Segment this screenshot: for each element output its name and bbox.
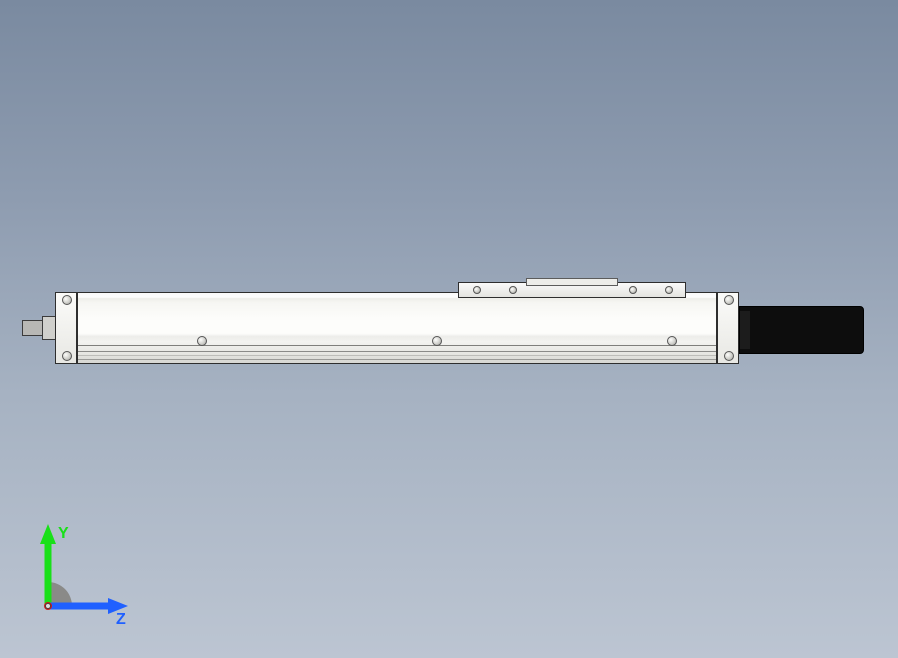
triad-origin-wedge [48,582,72,606]
end-cap-left [55,292,77,364]
air-fitting-stub [22,320,44,336]
carriage-bolt [509,286,517,294]
air-fitting-flange [42,316,56,340]
rail-bolt [432,336,442,346]
triad-label-z: Z [116,611,126,628]
end-cap-right [717,292,739,364]
carriage-mid-block [526,278,618,286]
motor-block [739,306,864,354]
orientation-triad[interactable]: Y Z [24,520,134,630]
rail-body [77,292,717,364]
carriage-bolt [473,286,481,294]
carriage-bolt [665,286,673,294]
model-linear-actuator [22,282,864,374]
triad-origin-dot [46,604,51,609]
rail-bolt [197,336,207,346]
rail-bolt [667,336,677,346]
carriage-bolt [629,286,637,294]
cad-viewport[interactable]: Y Z [0,0,898,658]
triad-label-y: Y [58,525,69,542]
